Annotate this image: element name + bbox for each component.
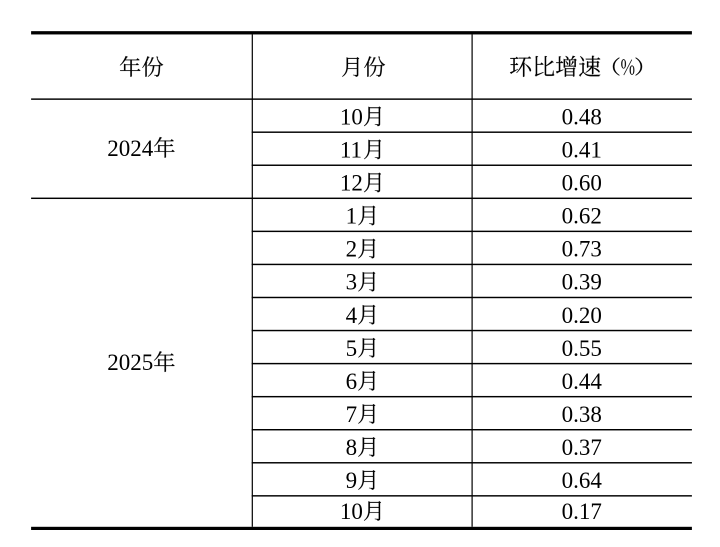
svg-text:0.64: 0.64 <box>562 468 603 493</box>
svg-text:0.38: 0.38 <box>562 402 602 427</box>
svg-text:0.73: 0.73 <box>562 237 602 262</box>
svg-text:8: 8 <box>346 435 358 460</box>
svg-text:0.55: 0.55 <box>562 336 602 361</box>
svg-text:2: 2 <box>346 237 358 262</box>
svg-text:11: 11 <box>340 137 362 162</box>
svg-text:6: 6 <box>346 369 358 394</box>
svg-text:0.60: 0.60 <box>562 171 602 196</box>
svg-text:0.62: 0.62 <box>562 204 602 229</box>
svg-text:2024: 2024 <box>107 136 154 161</box>
svg-text:4: 4 <box>346 303 358 328</box>
svg-text:0.44: 0.44 <box>562 369 603 394</box>
svg-text:2025: 2025 <box>107 350 153 375</box>
svg-text:0.17: 0.17 <box>562 499 602 524</box>
svg-text:0.41: 0.41 <box>562 137 602 162</box>
svg-text:1: 1 <box>346 204 358 229</box>
svg-text:7: 7 <box>346 402 358 427</box>
svg-text:0.20: 0.20 <box>562 303 602 328</box>
svg-text:10: 10 <box>340 104 363 129</box>
svg-text:0.37: 0.37 <box>562 435 602 460</box>
svg-text:0.39: 0.39 <box>562 270 602 295</box>
svg-text:5: 5 <box>346 336 358 361</box>
svg-text:0.48: 0.48 <box>562 104 602 129</box>
svg-text:12: 12 <box>340 171 363 196</box>
svg-text:9: 9 <box>346 468 358 493</box>
svg-text:3: 3 <box>346 270 358 295</box>
svg-text:10: 10 <box>340 499 363 524</box>
